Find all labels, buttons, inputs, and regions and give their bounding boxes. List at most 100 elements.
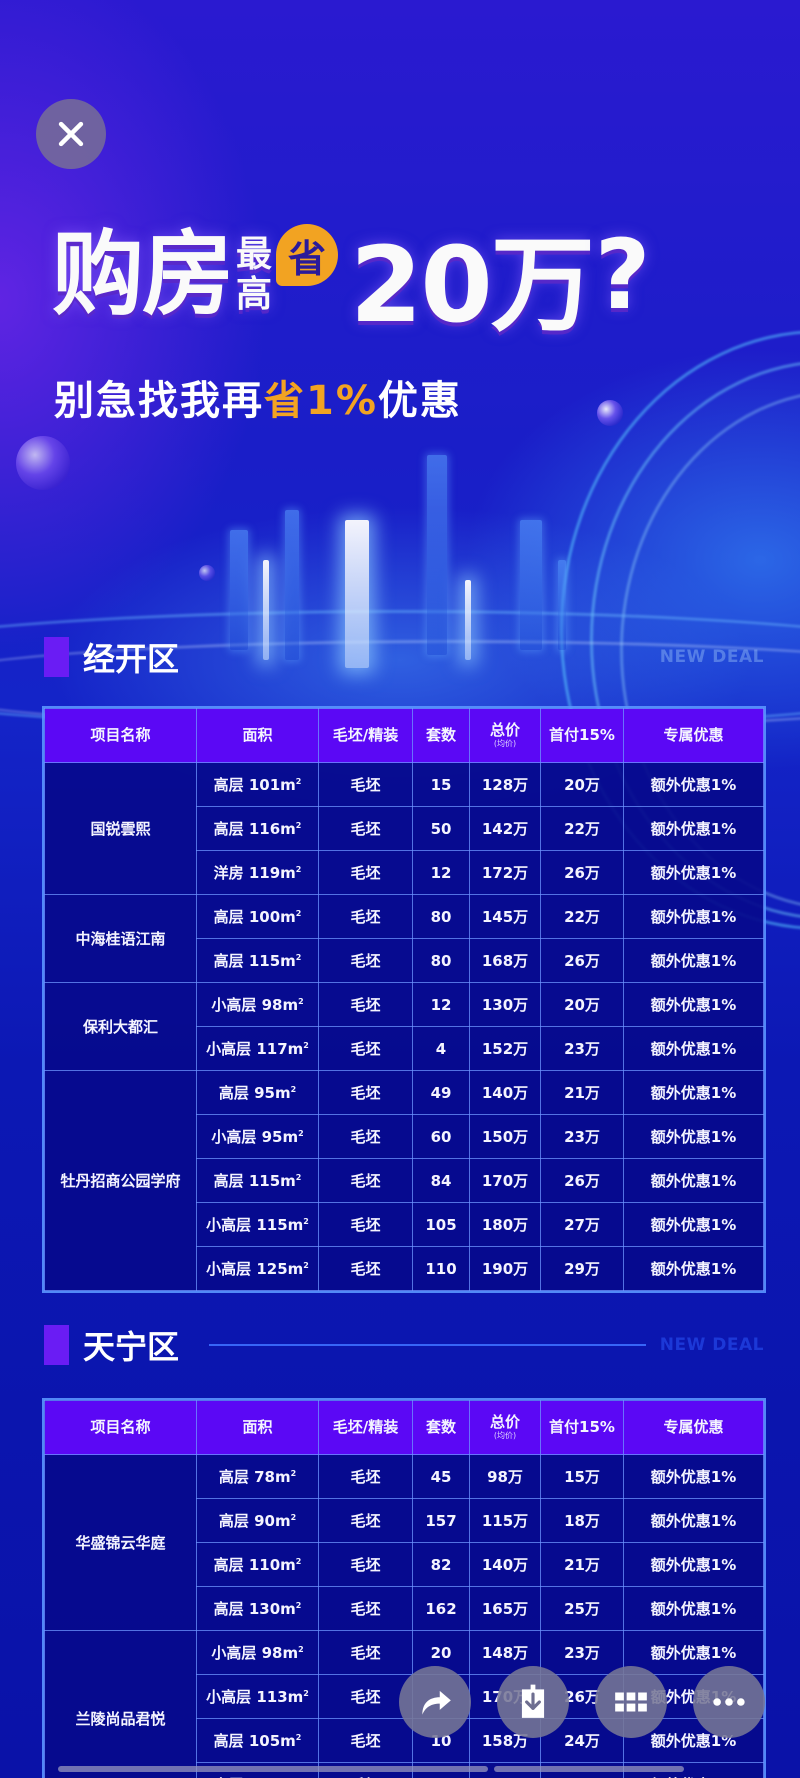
offer-cell: 额外优惠1% [623, 1454, 764, 1499]
section-title-tianning: 天宁区 NEW DEAL [44, 1325, 764, 1366]
table-header-row: 项目名称 面积 毛坯/精装 套数 总价 (均价) 首付15% 专属优惠 [44, 708, 764, 763]
units-cell: 80 [412, 938, 470, 983]
floating-action-bar [399, 1666, 765, 1738]
down-cell: 22万 [540, 806, 624, 851]
squared-marker: 2 [295, 1733, 302, 1742]
project-name-cell: 华盛锦云华庭 [44, 1454, 197, 1631]
squared-marker: 2 [295, 953, 302, 962]
section-name: 天宁区 [83, 1328, 180, 1366]
finish-cell: 毛坯 [318, 1158, 413, 1203]
area-cell: 高层 115m2 [196, 938, 319, 983]
area-cell: 小高层 98m2 [196, 982, 319, 1027]
total-cell: 190万 [469, 1246, 541, 1291]
hero-title: 购房 最 高 省 20万 ? [52, 215, 651, 346]
offer-cell: 额外优惠1% [623, 1246, 764, 1291]
units-cell: 4 [412, 1026, 470, 1071]
squared-marker: 2 [290, 1513, 297, 1522]
squared-marker: 2 [303, 1689, 309, 1698]
squared-marker: 2 [303, 1217, 309, 1226]
area-cell: 高层 100m2 [196, 894, 319, 939]
units-cell: 105 [412, 1202, 470, 1247]
header-units: 套数 [412, 708, 470, 763]
units-cell: 60 [412, 1114, 470, 1159]
finish-cell: 毛坯 [318, 806, 413, 851]
area-cell: 小高层 113m2 [196, 1674, 319, 1719]
total-cell: 165万 [469, 1586, 541, 1631]
section-marker [44, 1325, 69, 1365]
offer-cell: 额外优惠1% [623, 762, 764, 807]
squared-marker: 2 [303, 1261, 309, 1270]
squared-marker: 2 [290, 1085, 297, 1094]
units-cell: 84 [412, 1158, 470, 1203]
area-cell: 小高层 95m2 [196, 1114, 319, 1159]
page-indicator [58, 1766, 698, 1772]
down-cell: 27万 [540, 1202, 624, 1247]
area-cell: 小高层 115m2 [196, 1202, 319, 1247]
units-cell: 45 [412, 1454, 470, 1499]
table-row: 高层 110m2 毛坯 82 140万 21万 额外优惠1% [45, 1542, 764, 1587]
total-cell: 115万 [469, 1498, 541, 1543]
units-cell: 15 [412, 762, 470, 807]
area-cell: 高层 90m2 [196, 1498, 319, 1543]
offer-cell: 额外优惠1% [623, 894, 764, 939]
header-finish: 毛坯/精装 [318, 1400, 413, 1455]
area-cell: 高层 115m2 [196, 1158, 319, 1203]
down-cell: 20万 [540, 982, 624, 1027]
download-button[interactable] [497, 1666, 569, 1738]
more-button[interactable] [693, 1666, 765, 1738]
down-cell: 21万 [540, 1070, 624, 1115]
page-indicator-segment [494, 1766, 684, 1772]
hero-subtitle-highlight: 省1% [264, 378, 378, 424]
total-cell: 152万 [469, 1026, 541, 1071]
header-project: 项目名称 [44, 1400, 197, 1455]
header-total: 总价 (均价) [469, 708, 541, 763]
units-cell: 12 [412, 850, 470, 895]
area-cell: 高层 78m2 [196, 1454, 319, 1499]
hero-question-mark: ? [594, 219, 651, 331]
area-cell: 洋房 119m2 [196, 850, 319, 895]
down-cell: 18万 [540, 1498, 624, 1543]
finish-cell: 毛坯 [318, 762, 413, 807]
finish-cell: 毛坯 [318, 1246, 413, 1291]
squared-marker: 2 [295, 1557, 302, 1566]
table-row: 华盛锦云华庭 高层 78m2 毛坯 45 98万 15万 额外优惠1% [44, 1454, 764, 1631]
project-name-cell: 国锐雲熙 [44, 762, 197, 895]
hero-subtitle-suffix: 优惠 [377, 378, 462, 424]
down-cell: 15万 [540, 1454, 624, 1499]
grid-icon [615, 1692, 647, 1712]
total-cell: 142万 [469, 806, 541, 851]
down-cell: 23万 [540, 1114, 624, 1159]
section-divider [209, 1344, 646, 1346]
section-name: 经开区 [83, 640, 180, 678]
down-cell: 26万 [540, 938, 624, 983]
share-button[interactable] [399, 1666, 471, 1738]
page-indicator-segment [58, 1766, 488, 1772]
squared-marker: 2 [295, 865, 302, 874]
finish-cell: 毛坯 [318, 894, 413, 939]
header-down-payment: 首付15% [540, 1400, 624, 1455]
offer-cell: 额外优惠1% [623, 1586, 764, 1631]
header-area: 面积 [196, 1400, 319, 1455]
squared-marker: 2 [295, 1173, 302, 1182]
offer-cell: 额外优惠1% [623, 1026, 764, 1071]
apps-button[interactable] [595, 1666, 667, 1738]
table-row: 中海桂语江南 高层 100m2 毛坯 80 145万 22万 额外优惠1% [44, 894, 764, 983]
squared-marker: 2 [298, 1129, 304, 1138]
units-cell: 49 [412, 1070, 470, 1115]
area-cell: 高层 130m2 [196, 1586, 319, 1631]
finish-cell: 毛坯 [318, 982, 413, 1027]
section-tag: NEW DEAL [659, 647, 764, 667]
finish-cell: 毛坯 [318, 938, 413, 983]
squared-marker: 2 [295, 1601, 302, 1610]
finish-cell: 毛坯 [318, 1026, 413, 1071]
area-cell: 小高层 117m2 [196, 1026, 319, 1071]
area-cell: 小高层 98m2 [196, 1630, 319, 1675]
units-cell: 80 [412, 894, 470, 939]
offer-cell: 额外优惠1% [623, 1202, 764, 1247]
offer-cell: 额外优惠1% [623, 1070, 764, 1115]
section-marker [44, 637, 69, 677]
down-cell: 22万 [540, 894, 624, 939]
close-button[interactable] [36, 99, 106, 169]
units-cell: 162 [412, 1586, 470, 1631]
area-cell: 高层 110m2 [196, 1542, 319, 1587]
